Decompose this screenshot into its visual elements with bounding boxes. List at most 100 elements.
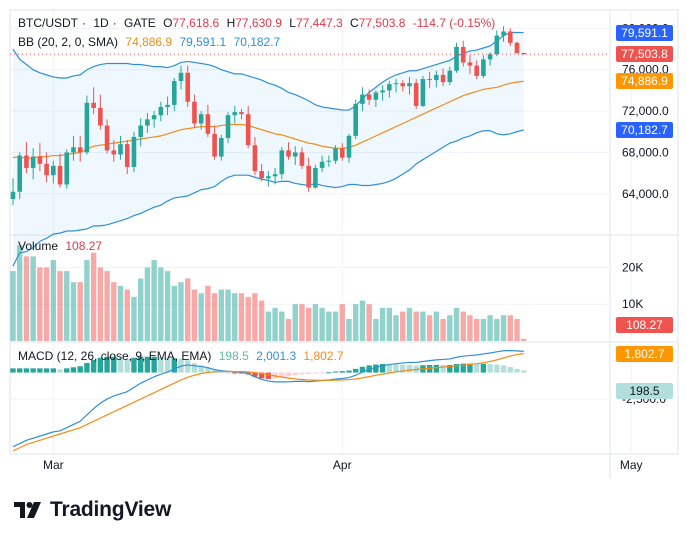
volume-bar: [70, 282, 77, 341]
macd-histogram-bar: [104, 356, 110, 373]
macd-histogram-bar: [84, 363, 90, 373]
macd-histogram-bar: [346, 370, 352, 373]
macd-line-value: 2,001.3: [256, 349, 297, 363]
bb-lower-tag: 70,182.7: [616, 121, 673, 138]
candle-body: [333, 148, 338, 161]
volume-bar: [97, 267, 104, 341]
candle-body: [17, 155, 23, 192]
candle-body: [467, 62, 473, 66]
macd-hist-tag: 198.5: [616, 383, 673, 400]
volume-bar: [373, 318, 379, 341]
macd-histogram-bar: [487, 364, 493, 373]
candle-body: [393, 83, 399, 85]
candle-body: [407, 83, 412, 87]
macd-histogram-bar: [353, 368, 359, 373]
macd-histogram-bar: [238, 372, 245, 374]
candle-body: [37, 156, 43, 164]
volume-bar: [480, 318, 487, 341]
candle-body: [252, 145, 258, 172]
candle-body: [286, 150, 291, 157]
volume-bar: [258, 300, 265, 341]
bb-name: BB (20, 2, 0, SMA): [18, 35, 119, 49]
macd-histogram-bar: [111, 356, 117, 373]
volume-bar: [500, 315, 507, 341]
candle-body: [514, 42, 520, 54]
candle-body: [212, 133, 217, 157]
candle-body: [118, 144, 123, 155]
macd-histogram-bar: [144, 356, 151, 373]
volume-bar: [326, 311, 332, 341]
volume-bar: [494, 318, 500, 341]
ohlc-legend: BTC/USDT · 1D · GATE O77,618.6 H77,630.9 L…: [18, 16, 496, 30]
macd-histogram-bar: [23, 368, 30, 373]
macd-histogram-bar: [339, 371, 345, 373]
candle-body: [474, 65, 479, 76]
candle-body: [205, 114, 211, 134]
volume-bar: [252, 293, 258, 341]
volume-bar: [185, 278, 191, 341]
candle-body: [346, 135, 352, 158]
candle-body: [447, 70, 453, 83]
volume-bar: [151, 260, 157, 341]
bb-basis-value: 74,886.9: [125, 35, 173, 49]
volume-legend: Volume 108.27: [18, 239, 106, 253]
volume-bar: [366, 304, 372, 341]
candle-body: [380, 90, 385, 93]
bb-basis-line: [12, 80, 524, 160]
volume-bar: [171, 285, 177, 341]
candle-body: [339, 148, 345, 158]
macd-histogram-bar: [312, 372, 319, 374]
candle-body: [413, 83, 419, 106]
macd-histogram-bar: [225, 372, 231, 374]
candle-body: [232, 112, 238, 116]
candle-body: [131, 136, 137, 167]
volume-bar: [299, 304, 305, 341]
macd-line: [12, 349, 524, 448]
macd-histogram-bar: [460, 363, 466, 373]
volume-bar: [460, 311, 466, 341]
volume-bar: [10, 271, 16, 341]
macd-histogram-bar: [332, 371, 339, 373]
volume-bar: [232, 293, 238, 341]
tradingview-logo[interactable]: TradingView: [14, 498, 171, 522]
candle-body: [313, 167, 318, 188]
volume-value: 108.27: [65, 239, 103, 253]
macd-histogram-bar: [500, 365, 507, 373]
volume-bar: [406, 307, 413, 341]
candle-body: [185, 72, 191, 102]
macd-name: MACD (12, 26, close, 9, EMA, EMA): [18, 349, 212, 363]
last-price-tag: 77,503.8: [616, 46, 673, 63]
bb-upper-line: [12, 31, 524, 111]
candle-body: [279, 150, 285, 175]
macd-histogram-bar: [359, 366, 366, 373]
macd-histogram-bar: [205, 367, 211, 373]
volume-bar: [447, 315, 453, 341]
macd-histogram-bar: [514, 368, 520, 373]
candle-body: [98, 107, 103, 126]
candle-body: [239, 112, 244, 115]
macd-signal-value: 1,802.7: [303, 349, 344, 363]
volume-bar: [305, 307, 312, 341]
macd-histogram-bar: [447, 364, 453, 373]
price-tick-label: 64,000.0: [622, 187, 669, 201]
candle-body: [427, 79, 432, 81]
candle-body: [178, 72, 184, 82]
high-value: H77,630.9: [226, 16, 282, 30]
volume-bar: [379, 307, 386, 341]
volume-bar: [346, 318, 352, 341]
price-tick-label: 68,000.0: [622, 145, 669, 159]
candle-body: [494, 35, 500, 55]
volume-bar: [57, 271, 63, 341]
volume-bar: [319, 307, 325, 341]
macd-histogram-bar: [17, 368, 23, 373]
candle-body: [272, 174, 278, 177]
volume-bar: [514, 318, 520, 341]
macd-histogram-bar: [117, 357, 124, 373]
interval-label: 1D: [93, 16, 109, 30]
candle-body: [111, 150, 117, 155]
volume-bar: [332, 311, 339, 341]
volume-name: Volume: [18, 239, 59, 253]
macd-histogram-bar: [480, 363, 487, 373]
